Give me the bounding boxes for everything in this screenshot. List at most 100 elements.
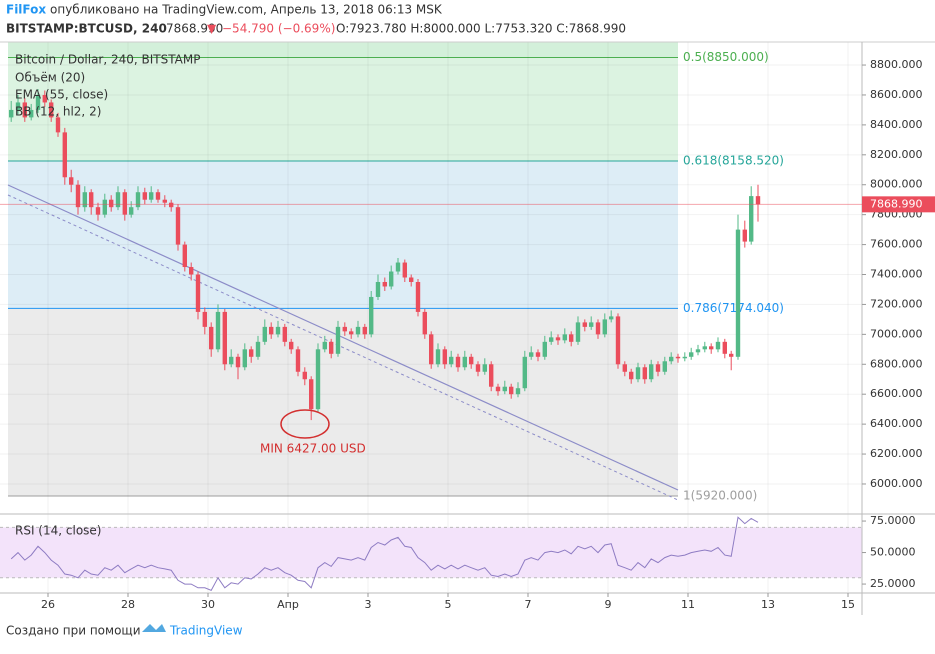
candle-body — [109, 199, 114, 208]
candle-body — [735, 229, 741, 357]
legend-item: EMA (55, close) — [15, 88, 108, 102]
y-tick-label: 7400.000 — [870, 268, 923, 281]
candle-body — [342, 326, 347, 332]
candle-body — [355, 326, 361, 335]
candle-body — [689, 352, 694, 357]
candle-body — [582, 322, 587, 327]
candle-body — [222, 311, 227, 365]
candle-body — [175, 207, 181, 245]
candle-body — [429, 334, 434, 365]
candle-body — [375, 281, 381, 297]
candle-body — [102, 199, 107, 215]
candle-body — [309, 379, 314, 410]
candle-body — [655, 364, 661, 372]
candle-body — [595, 322, 601, 335]
legend-item: BB (12, hl2, 2) — [15, 105, 101, 119]
y-tick-label: 6200.000 — [870, 447, 923, 460]
candle-body — [729, 353, 734, 357]
candle-body — [215, 311, 221, 350]
candle-body — [209, 326, 214, 350]
candle-body — [602, 319, 607, 335]
x-tick-label: 28 — [121, 598, 135, 611]
fib-zone — [8, 57, 678, 162]
candle-body — [395, 262, 401, 272]
candle-body — [169, 202, 174, 208]
legend-item: Объём (20) — [15, 71, 85, 85]
candle-body — [755, 196, 761, 205]
footer-brand[interactable]: TradingView — [169, 624, 243, 638]
y-tick-label: 6400.000 — [870, 417, 923, 430]
x-tick-label: 5 — [445, 598, 452, 611]
candle-body — [469, 356, 474, 365]
candle-body — [29, 109, 34, 118]
candle-body — [709, 346, 714, 350]
candle-body — [315, 349, 321, 410]
x-tick-label: 30 — [201, 598, 215, 611]
footer-created: Создано при помощи — [6, 624, 141, 638]
candle-body — [135, 192, 141, 208]
candle-body — [495, 386, 501, 392]
y-tick-label: 8000.000 — [870, 178, 923, 191]
fib-label: 0.618(8158.520) — [683, 154, 784, 168]
y-tick-label: 8200.000 — [870, 148, 923, 161]
candle-body — [62, 132, 67, 178]
candle-body — [189, 267, 194, 275]
published: опубликовано на TradingView.com, Апрель … — [50, 3, 443, 17]
arrow: ▼ — [207, 22, 217, 36]
candle-body — [515, 388, 521, 395]
x-tick-label: 11 — [681, 598, 695, 611]
candle-body — [575, 322, 581, 342]
x-tick-label: 9 — [605, 598, 612, 611]
candle-body — [242, 349, 247, 368]
y-tick-label: 7000.000 — [870, 327, 923, 340]
candle-body — [329, 341, 334, 354]
y-tick-label: 8400.000 — [870, 118, 923, 131]
candle-body — [529, 352, 534, 357]
candle-body — [289, 341, 294, 350]
candle-body — [449, 356, 454, 365]
candle-body — [609, 316, 614, 320]
candle-body — [615, 316, 621, 365]
candle-body — [69, 177, 74, 185]
candle-body — [629, 371, 634, 380]
candle-body — [715, 341, 721, 350]
x-tick-label: Апр — [277, 598, 299, 611]
annotation-circle — [280, 409, 330, 439]
candle-body — [382, 281, 387, 287]
candle-body — [22, 102, 27, 118]
y-tick-label: 6000.000 — [870, 477, 923, 490]
candle-body — [182, 244, 187, 268]
candle-body — [362, 326, 367, 335]
x-tick-label: 13 — [761, 598, 775, 611]
candle-body — [482, 364, 487, 372]
rsi-label: RSI (14, close) — [15, 524, 101, 538]
candle-body — [409, 277, 414, 282]
candle-body — [489, 364, 494, 387]
candle-body — [275, 326, 281, 335]
candle-body — [662, 361, 667, 372]
trend-line — [7, 194, 679, 501]
candle-body — [635, 367, 641, 380]
candle-body — [455, 356, 461, 368]
candle-body — [75, 184, 81, 208]
candle-body — [349, 331, 354, 335]
candle-body — [262, 326, 267, 342]
candle-body — [589, 322, 594, 327]
author[interactable]: FilFox — [6, 3, 46, 17]
candle-body — [142, 192, 147, 200]
trend-line — [7, 184, 679, 491]
symbol: BITSTAMP:BTCUSD, 240 — [6, 22, 167, 36]
candle-body — [149, 192, 154, 200]
y-tick-label: 7600.000 — [870, 238, 923, 251]
x-tick-label: 15 — [841, 598, 855, 611]
x-tick-label: 3 — [365, 598, 372, 611]
candle-body — [95, 207, 101, 215]
candle-body — [695, 349, 701, 353]
y-tick-label: 6600.000 — [870, 387, 923, 400]
candle-body — [369, 296, 374, 335]
candle-body — [389, 271, 394, 287]
last-price-tag — [862, 196, 935, 213]
candle-body — [542, 341, 547, 357]
candle-body — [295, 349, 301, 372]
